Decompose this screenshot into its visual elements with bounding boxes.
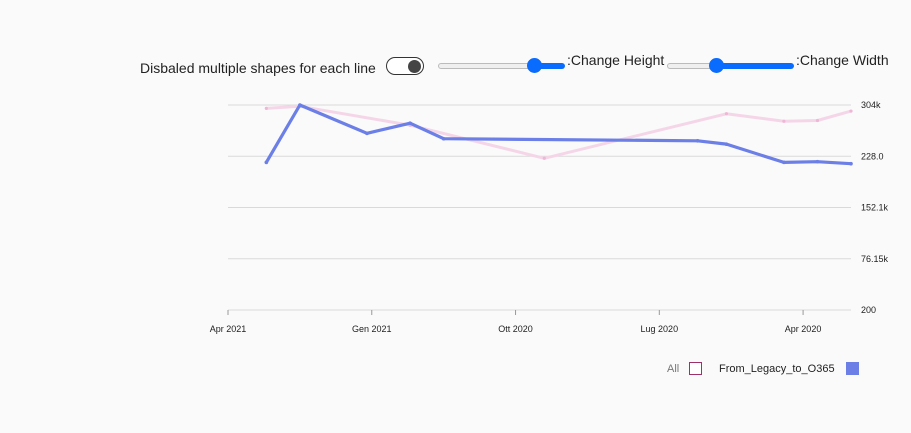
legend-all-checkbox[interactable]	[689, 362, 702, 375]
legend-series-swatch[interactable]	[846, 362, 859, 375]
main-series-point	[695, 138, 700, 143]
shapes-toggle[interactable]	[386, 57, 424, 75]
legend-all-label: All	[667, 363, 680, 375]
main-series-point	[264, 160, 269, 165]
chart-controls: Disbaled multiple shapes for each line :…	[0, 50, 911, 84]
x-tick-label: Ott 2020	[498, 324, 533, 334]
x-tick-label: Gen 2021	[352, 324, 392, 334]
main-series-point	[408, 121, 412, 126]
x-tick-label: Apr 2021	[210, 324, 247, 334]
shapes-toggle-label: Disbaled multiple shapes for each line	[140, 60, 376, 76]
ghost-series-line	[266, 104, 852, 160]
legend-series-label: From_Legacy_to_O365	[719, 363, 835, 375]
ghost-series-point	[724, 112, 729, 116]
height-slider-fill	[532, 63, 565, 69]
main-series-point	[782, 160, 786, 165]
width-slider-label: :Change Width	[796, 52, 889, 68]
main-series-point	[365, 131, 369, 136]
y-tick-label: 200	[861, 305, 876, 315]
ghost-series-point	[849, 109, 853, 113]
ghost-series-point	[782, 119, 786, 123]
ghost-series-point	[815, 118, 820, 123]
y-tick-label: 228.0	[861, 151, 884, 161]
main-series-point	[815, 159, 820, 164]
main-series-point	[441, 136, 446, 141]
ghost-series-point	[542, 156, 546, 160]
height-slider[interactable]	[438, 58, 565, 73]
y-tick-label: 76.15k	[861, 254, 889, 264]
y-tick-label: 304k	[861, 100, 881, 110]
y-tick-label: 152.1k	[861, 203, 889, 213]
x-tick-label: Apr 2020	[785, 324, 822, 334]
width-slider[interactable]	[667, 58, 794, 73]
width-slider-fill	[715, 63, 794, 69]
toggle-knob[interactable]	[408, 59, 421, 73]
ghost-series-point	[264, 106, 268, 110]
main-series-point	[849, 161, 853, 166]
height-slider-label: :Change Height	[567, 52, 665, 68]
width-slider-thumb[interactable]	[708, 58, 724, 73]
main-series-point	[298, 103, 302, 107]
main-series-line	[264, 103, 853, 166]
main-series-point	[724, 142, 729, 146]
x-tick-label: Lug 2020	[641, 324, 679, 334]
height-slider-thumb[interactable]	[527, 58, 543, 73]
